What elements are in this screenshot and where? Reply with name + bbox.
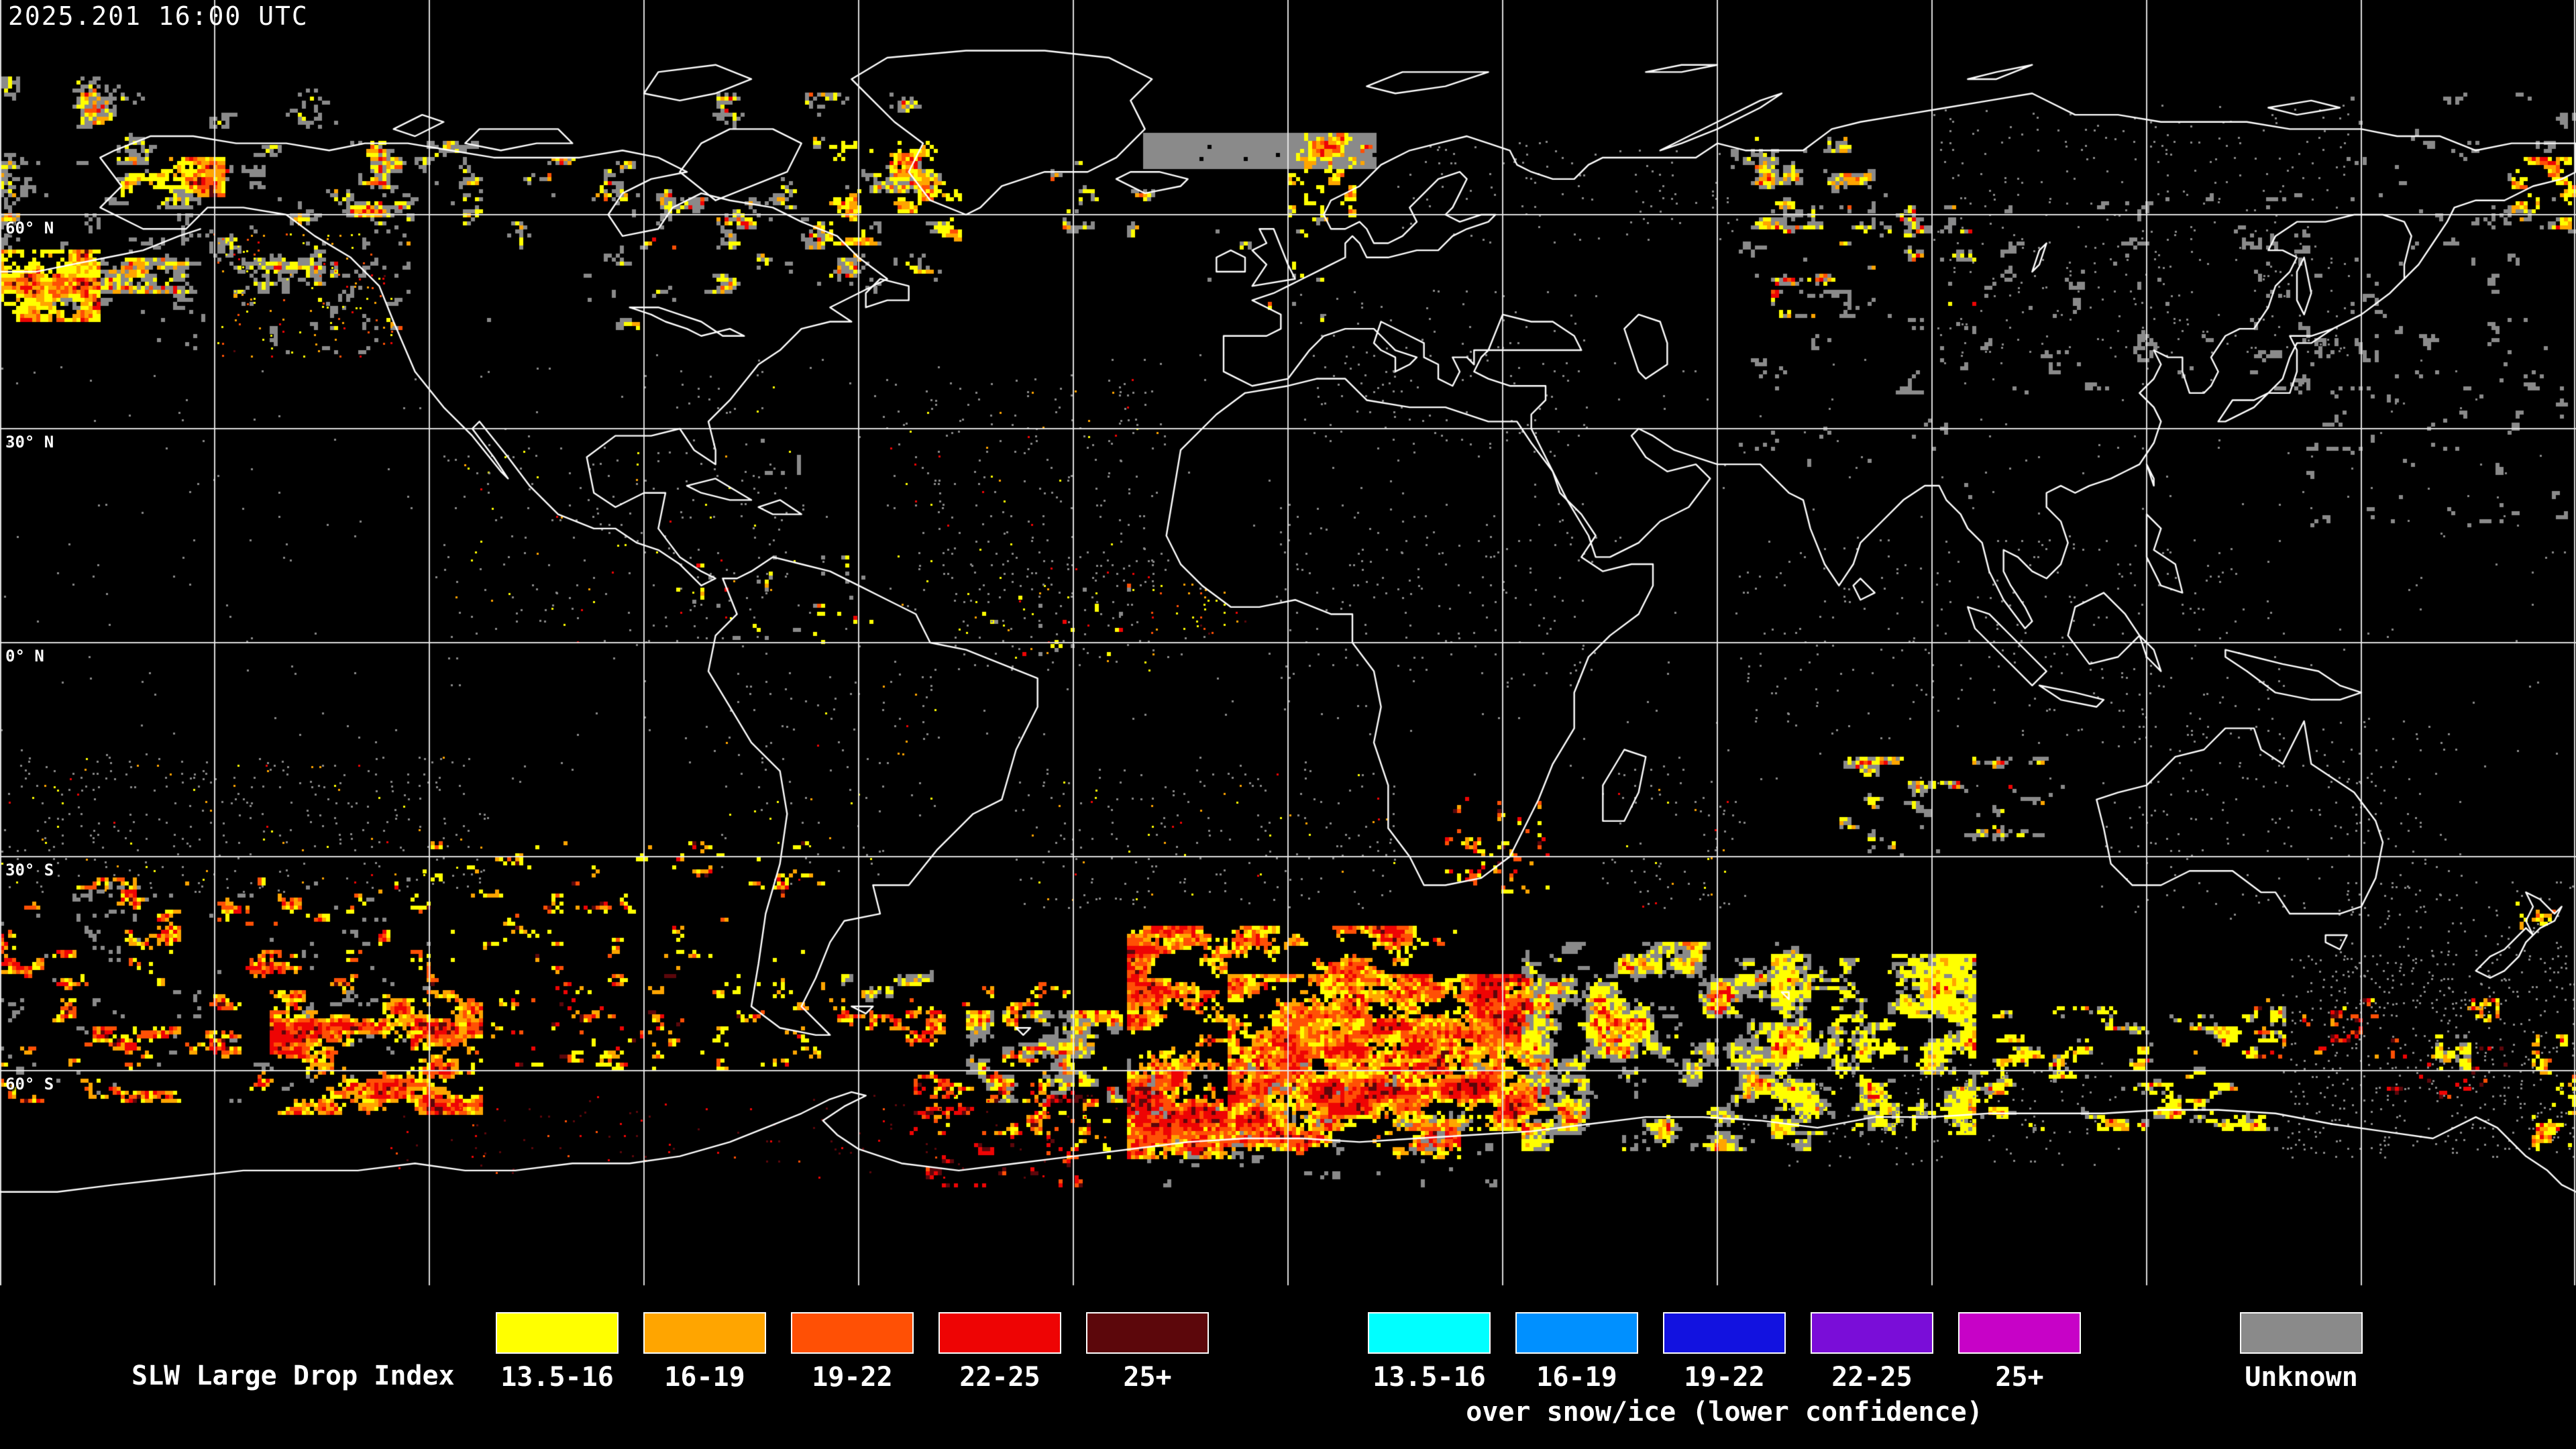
legend-swatch-unknown	[2240, 1312, 2363, 1354]
legend-item: 22-25	[1811, 1312, 1933, 1393]
legend-label: 22-25	[959, 1362, 1040, 1393]
legend-group-snow-ice: 13.5-16 16-19 19-22 22-25 25+	[1368, 1312, 2081, 1393]
legend-label: 16-19	[664, 1362, 745, 1393]
legend-item: 25+	[1086, 1312, 1209, 1393]
legend-swatch-yellow	[496, 1312, 619, 1354]
legend-label: 13.5-16	[500, 1362, 614, 1393]
legend-swatch-cyan	[1368, 1312, 1491, 1354]
legend-label: 16-19	[1536, 1362, 1617, 1393]
lat-label-60s: 60° S	[5, 1075, 54, 1093]
legend-label: 25+	[1995, 1362, 2044, 1393]
legend-swatch-azure	[1515, 1312, 1638, 1354]
legend-item: 16-19	[643, 1312, 766, 1393]
legend-item: 13.5-16	[496, 1312, 619, 1393]
legend-title: SLW Large Drop Index	[131, 1360, 455, 1391]
legend-swatch-orange	[643, 1312, 766, 1354]
timestamp: 2025.201 16:00 UTC	[8, 1, 309, 31]
legend-item: 13.5-16	[1368, 1312, 1491, 1393]
snow-ice-caption: over snow/ice (lower confidence)	[1466, 1397, 1983, 1428]
legend-item: 19-22	[1663, 1312, 1786, 1393]
lat-label-60n: 60° N	[5, 219, 54, 237]
legend-item: Unknown	[2240, 1312, 2363, 1393]
lat-label-30s: 30° S	[5, 861, 54, 879]
lat-label-0n: 0° N	[5, 647, 44, 665]
legend-label: 25+	[1123, 1362, 1172, 1393]
legend-swatch-blue	[1663, 1312, 1786, 1354]
legend-group-unknown: Unknown	[2240, 1312, 2363, 1393]
legend-label: 19-22	[812, 1362, 893, 1393]
legend-item: 25+	[1958, 1312, 2081, 1393]
legend-label: 22-25	[1831, 1362, 1913, 1393]
legend-group-standard: 13.5-16 16-19 19-22 22-25 25+	[496, 1312, 1209, 1393]
legend-swatch-darkred	[1086, 1312, 1209, 1354]
legend-item: 16-19	[1515, 1312, 1638, 1393]
legend-swatch-orangered	[791, 1312, 914, 1354]
legend-swatch-red	[938, 1312, 1061, 1354]
legend-label: 19-22	[1684, 1362, 1765, 1393]
lat-label-30n: 30° N	[5, 433, 54, 451]
legend-item: 22-25	[938, 1312, 1061, 1393]
legend-swatch-magenta	[1958, 1312, 2081, 1354]
legend-item: 19-22	[791, 1312, 914, 1393]
legend-label: Unknown	[2245, 1362, 2358, 1393]
legend-label: 13.5-16	[1373, 1362, 1486, 1393]
legend-swatch-purple	[1811, 1312, 1933, 1354]
